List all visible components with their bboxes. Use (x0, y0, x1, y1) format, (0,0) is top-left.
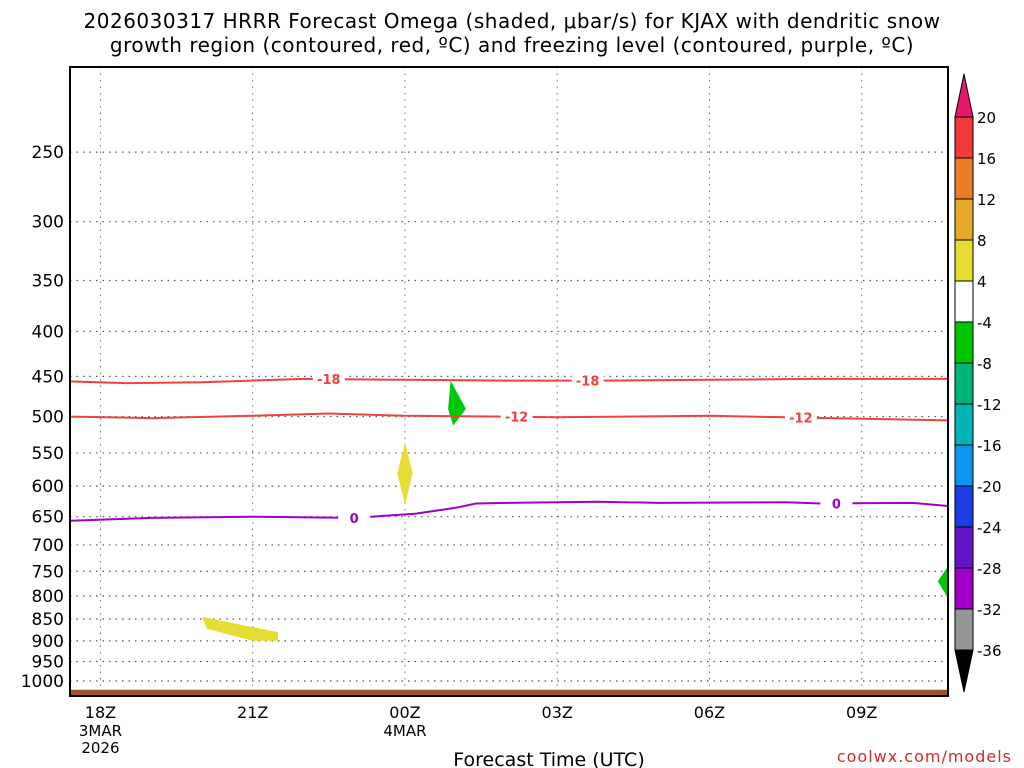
y-tick-label-250: 250 (32, 143, 64, 163)
colorbar-label-8: 8 (977, 232, 987, 250)
x-tick-label-03Z: 03Z (542, 703, 573, 722)
colorbar-bottom-arrow (954, 649, 974, 693)
x-tick-label-00Z: 00Z (389, 703, 420, 722)
colorbar-segment-3 (954, 198, 974, 241)
omega-region-2 (397, 442, 413, 505)
colorbar-segment-9 (954, 444, 974, 487)
omega-shading (202, 380, 948, 641)
x-tick-label-09Z: 09Z (846, 703, 877, 722)
omega-region-1 (448, 380, 466, 426)
omega-region-4 (937, 566, 948, 599)
colorbar-segment-5 (954, 280, 974, 323)
isotherm-minus12-label-bg-1 (500, 409, 533, 424)
y-tick-label-450: 450 (32, 367, 64, 387)
isotherm-minus18-label-bg-2 (571, 373, 604, 388)
x-tick-label-21Z: 21Z (237, 703, 268, 722)
x-tick-label-06Z: 06Z (694, 703, 725, 722)
isotherm-minus18-label-2: -18 (576, 375, 600, 390)
colorbar-label-minus36: -36 (977, 642, 1002, 660)
isotherm-minus18-label-1: -18 (317, 373, 341, 388)
y-tick-label-600: 600 (32, 477, 64, 497)
isotherm-minus18-line (70, 377, 948, 385)
colorbar-segment-13 (954, 608, 974, 651)
isotherm-minus12-label-2: -12 (789, 412, 813, 427)
colorbar-segment-8 (954, 403, 974, 446)
contours: -18 -18 -12 -12 0 0 (70, 372, 948, 527)
isotherm-0-label-2: 0 (832, 497, 841, 512)
terrain-band (70, 689, 948, 696)
colorbar-label-minus8: -8 (977, 355, 992, 373)
isotherm-minus12-line (70, 412, 948, 422)
colorbar-segment-12 (954, 567, 974, 610)
y-tick-label-300: 300 (32, 213, 64, 233)
colorbar-label-minus28: -28 (977, 560, 1002, 578)
y-tick-label-700: 700 (32, 536, 64, 556)
y-tick-label-800: 800 (32, 587, 64, 607)
colorbar-label-20: 20 (977, 109, 996, 127)
colorbar-segment-10 (954, 485, 974, 528)
colorbar-label-16: 16 (977, 150, 996, 168)
colorbar-label-12: 12 (977, 191, 996, 209)
isotherm-minus12-label-bg-2 (784, 410, 817, 425)
isotherm-minus18-label-bg-1 (312, 372, 345, 387)
y-tick-label-850: 850 (32, 610, 64, 630)
chart-title-line-1: 2026030317 HRRR Forecast Omega (shaded, … (83, 9, 941, 33)
isotherm-0-label-1: 0 (350, 512, 359, 527)
colorbar-top-arrow (954, 73, 974, 118)
colorbar-label-4: 4 (977, 273, 987, 291)
colorbar-label-minus12: -12 (977, 396, 1002, 414)
colorbar-segment-4 (954, 239, 974, 282)
colorbar-label-minus16: -16 (977, 437, 1002, 455)
y-tick-label-400: 400 (32, 322, 64, 342)
x-axis-title: Forecast Time (UTC) (453, 749, 644, 768)
colorbar-label-minus4: -4 (977, 314, 992, 332)
y-tick-label-950: 950 (32, 652, 64, 672)
colorbar-segment-1 (954, 116, 974, 159)
chart-title-line-2: growth region (contoured, red, ºC) and f… (109, 33, 915, 57)
colorbar-segment-11 (954, 526, 974, 569)
y-tick-label-650: 650 (32, 508, 64, 528)
credit-text: coolwx.com/models (836, 747, 1012, 766)
isotherm-0-label-bg-1 (338, 510, 371, 525)
isotherm-0-line (70, 500, 948, 522)
plot-frame (69, 66, 949, 697)
colorbar-segment-6 (954, 321, 974, 364)
x-tick-sublabel-2026: 2026 (81, 739, 119, 757)
y-tick-label-750: 750 (32, 562, 64, 582)
x-tick-sublabel-3MAR: 3MAR (79, 722, 122, 740)
colorbar-label-minus20: -20 (977, 478, 1002, 496)
colorbar-label-minus24: -24 (977, 519, 1002, 537)
y-tick-label-500: 500 (32, 408, 64, 428)
colorbar-segment-7 (954, 362, 974, 405)
isotherm-0-label-bg-2 (820, 496, 853, 511)
colorbar-label-minus32: -32 (977, 601, 1002, 619)
omega-region-3 (202, 616, 279, 641)
y-tick-label-550: 550 (32, 444, 64, 464)
x-tick-label-18Z: 18Z (85, 703, 116, 722)
y-tick-label-350: 350 (32, 272, 64, 292)
isotherm-minus12-label-1: -12 (505, 411, 529, 426)
x-tick-sublabel-4MAR: 4MAR (383, 722, 426, 740)
y-tick-label-1000: 1000 (21, 672, 64, 692)
colorbar-segment-2 (954, 157, 974, 200)
y-tick-label-900: 900 (32, 632, 64, 652)
